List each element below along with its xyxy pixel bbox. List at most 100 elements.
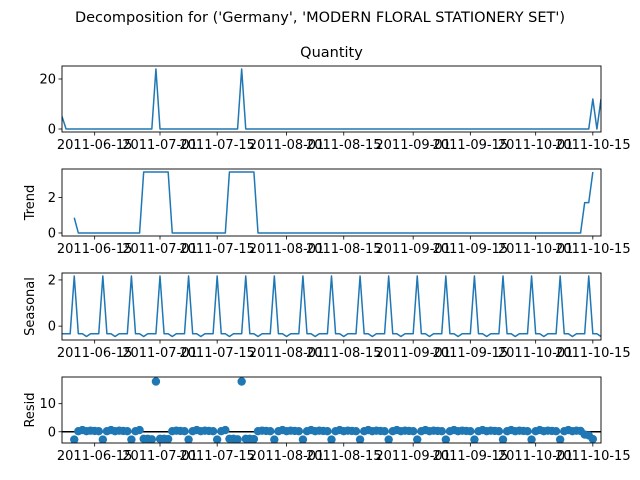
plot-area — [62, 377, 601, 443]
x-tick-label: 2011-08-01 — [249, 242, 325, 257]
resid-point — [270, 435, 279, 443]
x-tick-label: 2011-08-01 — [249, 346, 325, 361]
resid-point — [151, 377, 161, 386]
resid-point — [588, 434, 598, 443]
x-tick-label: 2011-10-01 — [498, 346, 574, 361]
x-tick-label: 2011-06-15 — [57, 449, 133, 464]
y-tick-label: 0 — [48, 425, 56, 440]
panel-title: Quantity — [300, 45, 363, 61]
x-tick-label: 2011-08-15 — [306, 449, 382, 464]
x-tick-label: 2011-09-15 — [433, 242, 509, 257]
x-tick-label: 2011-10-15 — [555, 138, 631, 153]
resid-point — [413, 435, 422, 443]
y-tick-label: 2 — [48, 191, 56, 206]
panel-trend: 022011-06-152011-07-012011-07-152011-08-… — [23, 168, 631, 257]
x-tick-label: 2011-10-01 — [498, 242, 574, 257]
axes-frame — [61, 272, 602, 341]
resid-point — [327, 435, 336, 443]
resid-point — [437, 427, 446, 436]
x-tick-label: 2011-10-15 — [555, 346, 631, 361]
x-tick-label: 2011-08-01 — [249, 449, 325, 464]
y-tick-label: 2 — [48, 273, 56, 288]
x-tick-label: 2011-09-15 — [433, 449, 509, 464]
resid-point — [163, 434, 173, 443]
x-tick-label: 2011-07-01 — [122, 138, 198, 153]
resid-point — [384, 435, 393, 443]
resid-point — [127, 435, 136, 443]
x-tick-label: 2011-09-01 — [375, 449, 451, 464]
y-tick-label: 0 — [48, 226, 56, 241]
axes-frame — [61, 65, 602, 133]
x-tick-label: 2011-06-15 — [57, 138, 133, 153]
x-tick-label: 2011-09-01 — [375, 346, 451, 361]
resid-point — [555, 435, 565, 443]
resid-point — [323, 427, 332, 436]
resid-point — [494, 427, 504, 436]
x-tick-label: 2011-07-01 — [122, 449, 198, 464]
resid-point — [94, 427, 103, 436]
x-tick-label: 2011-07-15 — [179, 346, 255, 361]
x-tick-label: 2011-06-15 — [57, 242, 133, 257]
x-tick-label: 2011-10-01 — [498, 138, 574, 153]
resid-point — [355, 435, 365, 443]
series-line-trend — [73, 171, 594, 234]
x-tick-label: 2011-10-01 — [498, 449, 574, 464]
figure-suptitle: Decomposition for ('Germany', 'MODERN FL… — [75, 10, 565, 26]
resid-point — [266, 427, 275, 436]
x-tick-label: 2011-07-01 — [122, 346, 198, 361]
resid-point — [208, 427, 218, 436]
y-tick-label: 0 — [48, 320, 56, 335]
x-tick-label: 2011-06-15 — [57, 346, 133, 361]
resid-point — [380, 427, 389, 436]
axes-frame — [61, 376, 602, 444]
x-tick-label: 2011-09-15 — [433, 346, 509, 361]
resid-point — [98, 435, 108, 443]
panel-seasonal: 022011-06-152011-07-012011-07-152011-08-… — [23, 272, 631, 361]
resid-point — [147, 435, 157, 443]
y-axis-label: Seasonal — [23, 277, 38, 336]
resid-point — [408, 427, 418, 436]
panels: 0202011-06-152011-07-012011-07-152011-08… — [23, 45, 631, 464]
resid-point — [298, 435, 308, 443]
resid-point — [294, 427, 304, 436]
resid-point — [470, 435, 479, 443]
x-tick-label: 2011-08-15 — [306, 346, 382, 361]
x-tick-label: 2011-09-01 — [375, 242, 451, 257]
plot-area — [73, 171, 594, 234]
resid-point — [551, 427, 561, 436]
x-tick-label: 2011-10-15 — [555, 242, 631, 257]
x-tick-label: 2011-09-15 — [433, 138, 509, 153]
resid-point — [523, 427, 532, 436]
resid-point — [123, 427, 132, 436]
y-axis-label: Resid — [23, 392, 38, 427]
panel-resid: 0102011-06-152011-07-012011-07-152011-08… — [23, 376, 631, 464]
resid-point — [221, 425, 230, 435]
x-tick-label: 2011-08-15 — [306, 242, 382, 257]
x-tick-label: 2011-07-15 — [179, 449, 255, 464]
resid-point — [237, 377, 246, 386]
resid-point — [351, 427, 361, 436]
resid-point — [212, 435, 222, 443]
resid-point — [70, 435, 79, 443]
resid-point — [233, 435, 242, 443]
y-axis-label: Trend — [23, 185, 38, 222]
resid-point — [441, 435, 451, 443]
resid-point — [527, 435, 536, 443]
y-tick-label: 0 — [48, 123, 56, 138]
plot-area — [62, 68, 601, 130]
resid-point — [498, 435, 508, 443]
series-line-observed — [62, 68, 601, 130]
x-tick-label: 2011-09-01 — [375, 138, 451, 153]
plot-area — [62, 275, 601, 338]
resid-point — [184, 435, 193, 443]
y-tick-label: 20 — [39, 73, 56, 88]
x-tick-label: 2011-08-15 — [306, 138, 382, 153]
resid-point — [135, 425, 144, 435]
x-tick-label: 2011-07-15 — [179, 138, 255, 153]
axes-frame — [61, 168, 602, 237]
x-tick-label: 2011-07-15 — [179, 242, 255, 257]
y-tick-label: 10 — [39, 397, 56, 412]
x-tick-label: 2011-07-01 — [122, 242, 198, 257]
